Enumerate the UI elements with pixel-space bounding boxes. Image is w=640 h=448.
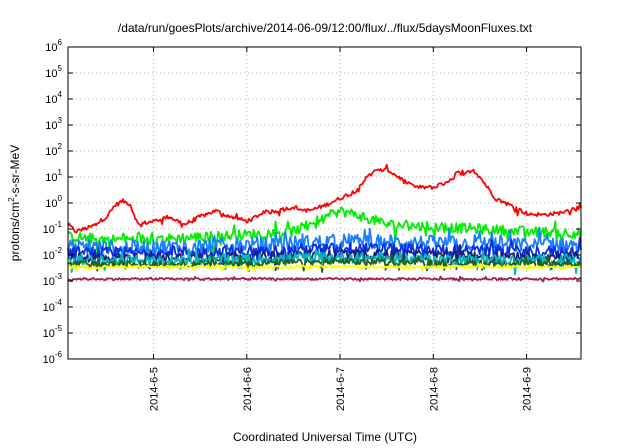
y-tick-exponent: -6: [55, 350, 63, 359]
y-axis-label-sup: 2: [7, 197, 16, 202]
y-tick-label: 100: [45, 194, 62, 210]
x-tick-label: 2014-6-9: [522, 367, 534, 411]
y-tick-base: 10: [43, 224, 55, 236]
y-tick-label: 105: [45, 64, 62, 80]
y-tick-base: 10: [43, 302, 55, 314]
y-tick-base: 10: [45, 42, 57, 54]
y-tick-label: 106: [45, 38, 62, 54]
y-tick-exponent: 3: [58, 116, 63, 125]
y-tick-label: 104: [45, 90, 62, 106]
x-tick-label: 2014-6-6: [242, 367, 254, 411]
y-tick-base: 10: [45, 120, 57, 132]
y-tick-base: 10: [43, 328, 55, 340]
y-tick-base: 10: [45, 172, 57, 184]
y-tick-base: 10: [43, 276, 55, 288]
x-tick-label: 2014-6-8: [428, 367, 440, 411]
y-tick-exponent: -3: [55, 272, 63, 281]
y-tick-base: 10: [45, 146, 57, 158]
y-tick-label: 101: [45, 168, 62, 184]
y-tick-exponent: -5: [55, 324, 63, 333]
y-tick-exponent: 5: [58, 64, 63, 73]
series-line-9: [67, 275, 582, 283]
chart-title: /data/run/goesPlots/archive/2014-06-09/1…: [118, 21, 533, 35]
y-tick-exponent: 1: [58, 168, 63, 177]
series-line-4: [67, 237, 582, 271]
series-line-8: [67, 262, 582, 273]
series-line-6: [67, 248, 582, 276]
x-tick-label: 2014-6-5: [149, 367, 161, 411]
y-tick-base: 10: [43, 250, 55, 262]
x-axis-label: Coordinated Universal Time (UTC): [233, 430, 417, 444]
y-tick-label: 10-6: [43, 350, 63, 366]
y-tick-label: 10-3: [43, 272, 63, 288]
series-layer: [67, 163, 582, 283]
y-tick-label: 10-5: [43, 324, 63, 340]
y-tick-label: 10-1: [43, 220, 63, 236]
series-line-1: [67, 163, 582, 234]
y-tick-exponent: 0: [58, 194, 63, 203]
y-tick-base: 10: [45, 198, 57, 210]
y-tick-exponent: 2: [58, 142, 63, 151]
y-tick-base: 10: [45, 68, 57, 80]
x-axis: 2014-6-5 2014-6-6 2014-6-7 2014-6-8 2014-6-9: [149, 47, 534, 411]
y-tick-exponent: -2: [55, 246, 63, 255]
y-tick-base: 10: [43, 354, 55, 366]
y-tick-base: 10: [45, 94, 57, 106]
y-axis-label-pre: protons/cm: [8, 202, 22, 261]
y-axis-label: protons/cm2-s-sr-MeV: [7, 145, 22, 261]
y-axis: 10-610-510-410-310-210-11001011021031041…: [43, 38, 581, 366]
y-axis-label-post: -s-sr-MeV: [8, 145, 22, 198]
y-tick-exponent: 4: [58, 90, 63, 99]
y-tick-exponent: -1: [55, 220, 63, 229]
y-tick-exponent: -4: [55, 298, 63, 307]
y-tick-label: 102: [45, 142, 62, 158]
y-tick-label: 10-4: [43, 298, 63, 314]
x-tick-label: 2014-6-7: [335, 367, 347, 411]
series-line-7: [67, 254, 582, 274]
y-tick-exponent: 6: [58, 38, 63, 47]
y-tick-label: 10-2: [43, 246, 63, 262]
y-tick-label: 103: [45, 116, 62, 132]
